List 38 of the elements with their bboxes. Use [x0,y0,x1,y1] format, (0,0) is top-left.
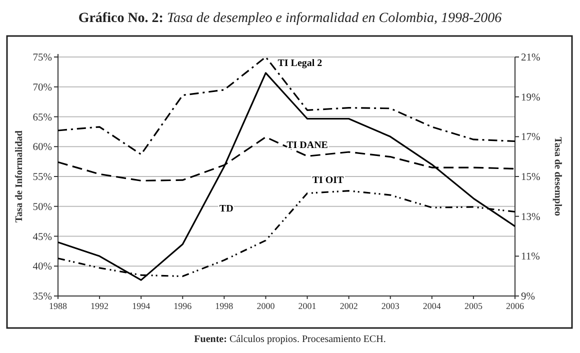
y2-tick-label: 17% [521,132,540,144]
y-tick-label: 35% [32,292,52,302]
y-axis-title: Tasa de Informalidad [14,130,25,222]
y-tick-label: 65% [32,112,52,124]
source-note: Fuente: Cálculos propios. Procesamiento ECH. [194,334,386,345]
x-tick-label: 2004 [422,301,442,311]
x-tick-label: 2005 [464,301,483,311]
x-tick-label: 2006 [506,301,524,311]
x-tick-label: 2002 [340,301,358,311]
series-label: TI OIT [312,175,344,186]
y2-tick-label: 13% [521,212,540,223]
y2-tick-label: 11% [521,252,540,263]
x-tick-label: 1996 [174,301,192,311]
y-tick-label: 50% [32,202,52,213]
y-tick-label: 40% [32,262,52,273]
series-label: TI Legal 2 [278,58,322,69]
y2-tick-label: 19% [521,92,540,104]
line-series [57,72,516,281]
series-label: TI DANE [286,140,328,152]
y-tick-label: 70% [32,82,52,94]
y2-tick-label: 21% [521,52,540,64]
x-tick-label: 2003 [381,301,400,311]
x-tick-label: 1994 [132,301,151,311]
x-tick-label: 1992 [90,301,109,311]
line-series [57,56,516,156]
x-tick-label: 2000 [256,301,276,311]
y2-axis-title: Tasa de desempleo [552,136,563,216]
y-tick-label: 45% [32,232,52,243]
y-tick-label: 75% [32,52,52,64]
series-label: TD [219,203,234,214]
y2-tick-label: 15% [521,172,540,183]
x-tick-label: 1998 [215,301,234,311]
y2-tick-label: 9% [521,292,536,302]
y-tick-label: 55% [32,172,52,183]
x-tick-label: 2001 [298,301,316,311]
chart-title: Gráfico No. 2: Tasa de desempleo e informalidad en Colombia, 1998-2006 [78,11,502,26]
x-tick-label: 1988 [49,301,68,311]
y-tick-label: 60% [32,142,52,154]
